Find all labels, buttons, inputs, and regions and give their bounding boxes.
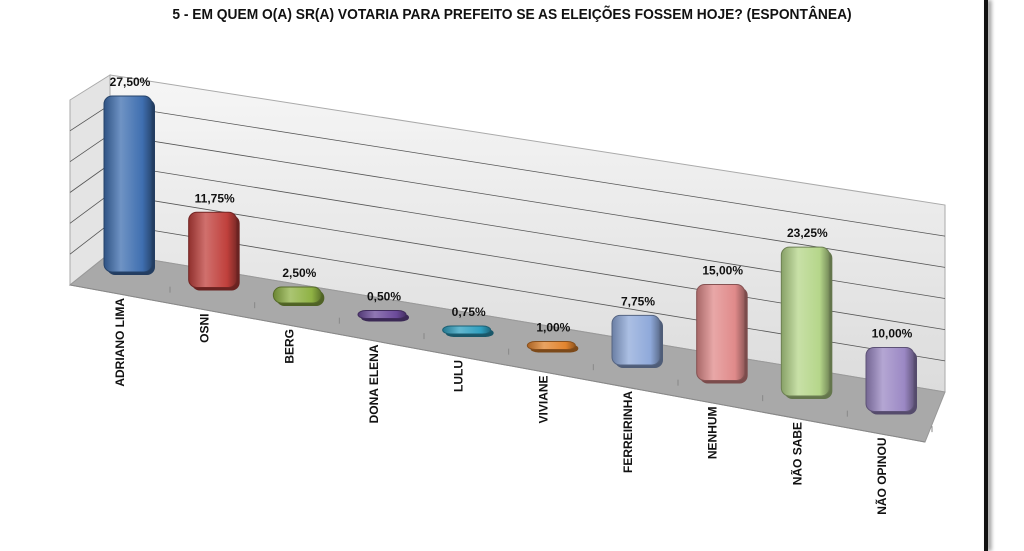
gridline	[69, 223, 111, 255]
category-label: OSNI	[198, 313, 212, 342]
bar-berg	[272, 286, 322, 304]
bar-lulu	[442, 325, 492, 335]
category-label: DONA ELENA	[367, 344, 381, 423]
data-label: 23,25%	[787, 226, 828, 240]
chart-title: 5 - EM QUEM O(A) SR(A) VOTARIA PARA PREF…	[172, 6, 852, 23]
data-label: 0,75%	[452, 305, 486, 319]
category-label: ADRIANO LIMA	[113, 298, 127, 387]
bar-nenhum	[696, 283, 746, 381]
data-label: 7,75%	[621, 294, 655, 308]
gridline	[109, 133, 946, 268]
category-label: NÃO OPINOU	[874, 437, 889, 514]
category-label: VIVIANE	[536, 375, 550, 423]
bar-adriano-lima	[103, 95, 153, 273]
gridline	[69, 163, 111, 193]
category-label: NÃO SABE	[789, 422, 804, 485]
gridline	[69, 193, 111, 224]
data-label: 27,50%	[110, 75, 151, 89]
category-label: LULU	[452, 360, 466, 392]
data-label: 10,00%	[872, 326, 913, 340]
x-axis	[69, 284, 926, 443]
data-label: 2,50%	[282, 266, 316, 280]
data-label: 11,75%	[195, 191, 235, 205]
category-label: BERG	[282, 329, 296, 364]
bar-não-opinou	[865, 346, 915, 412]
category-label: FERREIRINHA	[621, 391, 635, 473]
data-label: 0,50%	[367, 289, 401, 303]
gridline	[109, 104, 946, 237]
category-label: NENHUM	[706, 406, 720, 459]
bar-não-sabe	[780, 246, 830, 397]
bar-ferreirinha	[611, 314, 661, 366]
gridline	[69, 104, 111, 132]
data-label: 15,00%	[702, 263, 743, 277]
gridline	[69, 134, 111, 162]
bar-osni	[188, 211, 238, 288]
frame-border	[984, 0, 988, 551]
bar-dona-elena	[357, 309, 407, 319]
bar-viviane	[526, 340, 576, 350]
data-label: 1,00%	[536, 320, 570, 334]
